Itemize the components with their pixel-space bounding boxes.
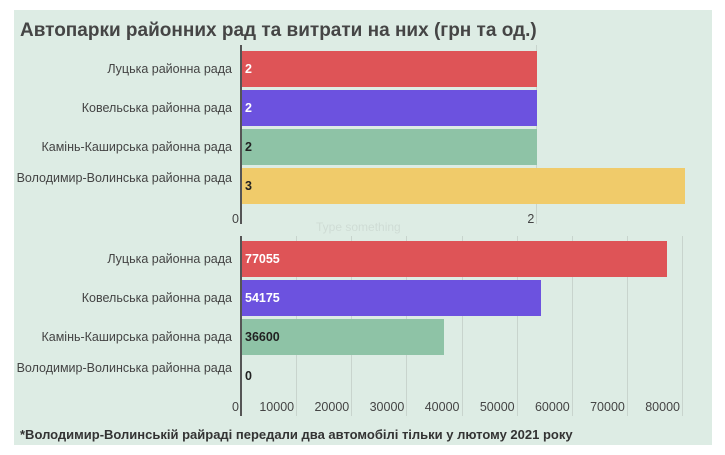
category-label: Луцька районна рада — [107, 251, 232, 266]
gridline — [516, 236, 518, 416]
tick-label: 10000 — [259, 400, 295, 414]
tick-label: 60000 — [534, 400, 570, 414]
bar — [242, 241, 667, 277]
y-axis-line — [240, 236, 242, 416]
gridline — [461, 236, 463, 416]
bar — [242, 280, 541, 316]
data-label: 0 — [245, 369, 252, 383]
tick-label: 70000 — [590, 400, 625, 414]
tick-label: 0 — [232, 212, 239, 226]
tick-label: 50000 — [479, 400, 515, 414]
placeholder-text: Type something — [316, 220, 401, 234]
data-label: 54175 — [245, 291, 280, 305]
data-label: 3 — [245, 179, 252, 193]
bar — [242, 319, 444, 355]
gridline — [626, 236, 628, 416]
category-label: Володимир-Волинська районна рада — [16, 171, 232, 185]
category-label: Камінь-Каширська районна рада — [41, 329, 232, 344]
bar — [242, 129, 538, 165]
bar — [242, 51, 538, 87]
footnote: *Володимир-Волинській райраді передали д… — [20, 427, 573, 442]
category-label: Луцька районна рада — [107, 61, 232, 76]
tick-label: 80000 — [645, 400, 680, 414]
data-label: 36600 — [245, 330, 280, 344]
chart-title: Автопарки районних рад та витрати на них… — [20, 20, 537, 41]
y-axis-line — [240, 45, 242, 224]
bar — [242, 168, 685, 204]
tick-label: 20000 — [314, 400, 350, 414]
gridline — [571, 236, 573, 416]
category-label: Камінь-Каширська районна рада — [41, 139, 232, 154]
tick-label: 40000 — [424, 400, 460, 414]
tick-label: 0 — [232, 400, 239, 414]
data-label: 2 — [245, 62, 252, 76]
category-label: Ковельська районна рада — [81, 100, 232, 115]
category-label: Володимир-Волинська районна рада — [16, 361, 232, 375]
gridline — [682, 236, 683, 416]
tick-label: 2 — [527, 212, 535, 226]
bar — [242, 90, 538, 126]
data-label: 77055 — [245, 252, 280, 266]
category-label: Ковельська районна рада — [81, 290, 232, 305]
tick-label: 30000 — [369, 400, 405, 414]
data-label: 2 — [245, 101, 252, 115]
data-label: 2 — [245, 140, 252, 154]
